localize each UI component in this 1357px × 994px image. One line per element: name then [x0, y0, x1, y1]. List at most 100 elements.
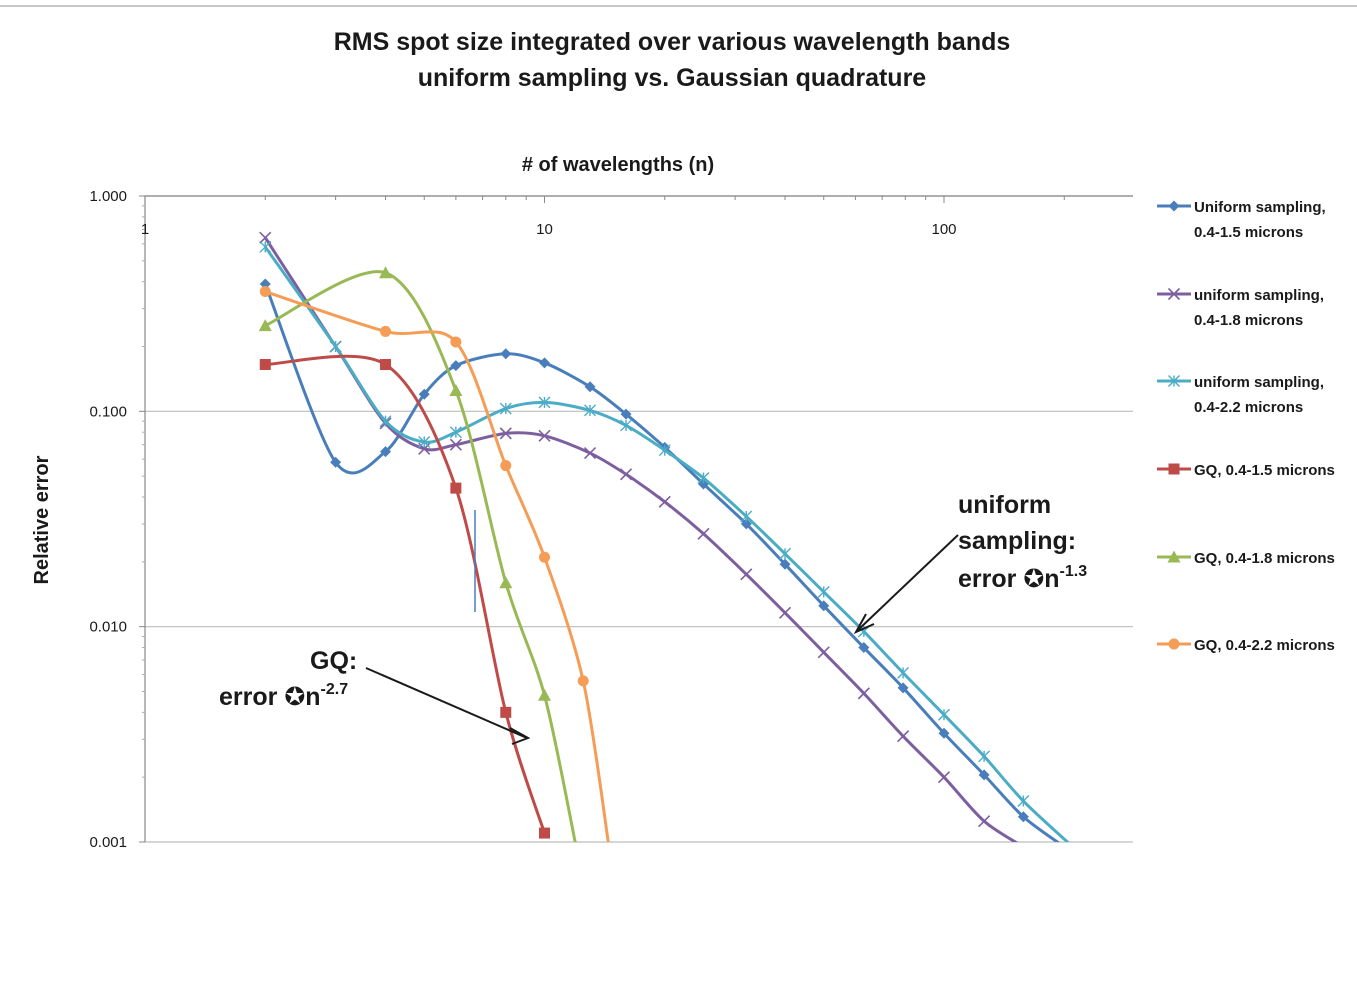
marker-stroke — [259, 231, 272, 244]
legend-item: uniform sampling, 0.4-1.8 microns — [1157, 287, 1324, 329]
data-point — [499, 427, 512, 440]
series-line — [264, 290, 610, 842]
legend-swatch-marker — [1167, 550, 1181, 563]
uniform-arrow-head — [853, 613, 875, 635]
data-point — [259, 359, 271, 371]
marker-stroke — [583, 447, 597, 460]
legend-label-line1: uniform sampling, — [1194, 374, 1324, 391]
data-point — [380, 325, 392, 337]
data-point — [619, 468, 633, 481]
data-point — [937, 771, 951, 784]
data-point — [539, 551, 550, 563]
legend-item: GQ, 0.4-2.2 microns — [1157, 637, 1335, 654]
uniform-annotation-line3: error ✪n-1.3 — [958, 563, 1087, 593]
marker-stroke — [658, 495, 671, 508]
x-tick-label: 100 — [931, 221, 956, 238]
legend-item: GQ, 0.4-1.8 microns — [1157, 550, 1335, 567]
data-point — [538, 396, 551, 409]
data-point — [499, 402, 512, 415]
data-point — [379, 415, 392, 428]
data-point — [538, 429, 551, 442]
series-layer — [258, 231, 1070, 842]
data-point — [500, 460, 512, 472]
data-point — [978, 815, 991, 828]
y-tick-label: 0.001 — [89, 834, 127, 851]
data-point — [740, 518, 752, 530]
data-point — [450, 336, 462, 348]
uniform-n-letter: n — [1044, 565, 1059, 593]
marker-stroke — [1167, 287, 1181, 301]
data-point — [379, 266, 393, 279]
legend-item: uniform sampling, 0.4-2.2 microns — [1157, 374, 1324, 416]
data-point — [897, 666, 910, 679]
marker-stroke — [449, 438, 462, 451]
marker-stroke — [740, 568, 753, 581]
uniform-annotation-line1: uniform — [958, 491, 1051, 519]
data-point — [538, 688, 551, 701]
data-point — [697, 527, 710, 540]
series-6 — [259, 286, 610, 842]
data-point — [449, 426, 462, 439]
data-point — [1017, 811, 1029, 823]
legend-label-line2: 0.4-1.5 microns — [1194, 224, 1303, 241]
data-point — [258, 319, 272, 332]
data-point — [329, 340, 342, 353]
data-point — [418, 388, 430, 400]
data-point — [978, 769, 990, 781]
legend-label-line1: GQ, 0.4-2.2 microns — [1194, 637, 1335, 654]
gq-error-word: error — [219, 683, 284, 711]
data-point — [778, 606, 792, 619]
data-point — [499, 576, 513, 589]
marker-stroke — [817, 646, 830, 659]
marker-stroke — [619, 468, 633, 481]
data-point — [978, 750, 991, 763]
data-point — [620, 419, 633, 432]
data-point — [584, 381, 596, 393]
gq-arrow-head — [509, 727, 531, 745]
data-point — [779, 558, 791, 570]
legend-swatch-marker — [1168, 638, 1180, 650]
uniform-annotation: uniform sampling: error ✪n-1.3 — [853, 491, 1087, 635]
data-point — [380, 446, 392, 458]
chart-title-line1: RMS spot size integrated over various wa… — [334, 28, 1011, 56]
marker-stroke — [697, 527, 710, 540]
series-2 — [259, 231, 1019, 842]
series-5 — [258, 266, 577, 842]
gq-annotation-line2: error ✪n-2.7 — [219, 681, 348, 711]
data-point — [817, 585, 830, 598]
legend-item: GQ, 0.4-1.5 microns — [1157, 462, 1335, 479]
legend-label-line2: 0.4-2.2 microns — [1194, 399, 1303, 416]
uniform-error-word: error — [958, 565, 1023, 593]
data-point — [450, 482, 462, 494]
data-point — [259, 286, 271, 298]
gq-n-letter: n — [305, 683, 320, 711]
gq-arrow — [365, 667, 528, 739]
legend-swatch-marker — [1168, 375, 1180, 387]
data-point — [584, 404, 597, 417]
legend-swatch-marker — [1168, 463, 1180, 475]
legend-label-line1: GQ, 0.4-1.8 microns — [1194, 550, 1335, 567]
data-point — [779, 547, 792, 560]
y-tick-label: 0.100 — [89, 403, 127, 420]
data-point — [449, 383, 463, 396]
data-point — [380, 359, 392, 371]
y-axis-title: Relative error — [31, 455, 53, 584]
data-point — [583, 447, 597, 460]
data-point — [697, 472, 710, 485]
chart-title-line2: uniform sampling vs. Gaussian quadrature — [418, 64, 927, 92]
gq-exponent: -2.7 — [321, 681, 349, 698]
data-point — [500, 348, 512, 360]
legend-label-line1: GQ, 0.4-1.5 microns — [1194, 462, 1335, 479]
data-point — [938, 708, 950, 721]
data-point — [740, 568, 753, 581]
legend-label-line2: 0.4-1.8 microns — [1194, 312, 1303, 329]
data-point — [857, 687, 870, 700]
y-tick-label: 1.000 — [89, 188, 127, 205]
legend-label-line1: uniform sampling, — [1194, 287, 1324, 304]
data-point — [539, 827, 550, 839]
marker-stroke — [897, 730, 910, 743]
uniform-exponent: -1.3 — [1060, 563, 1088, 580]
series-3 — [259, 240, 1070, 842]
uniform-annotation-line2: sampling: — [958, 527, 1076, 555]
data-point — [897, 682, 909, 694]
